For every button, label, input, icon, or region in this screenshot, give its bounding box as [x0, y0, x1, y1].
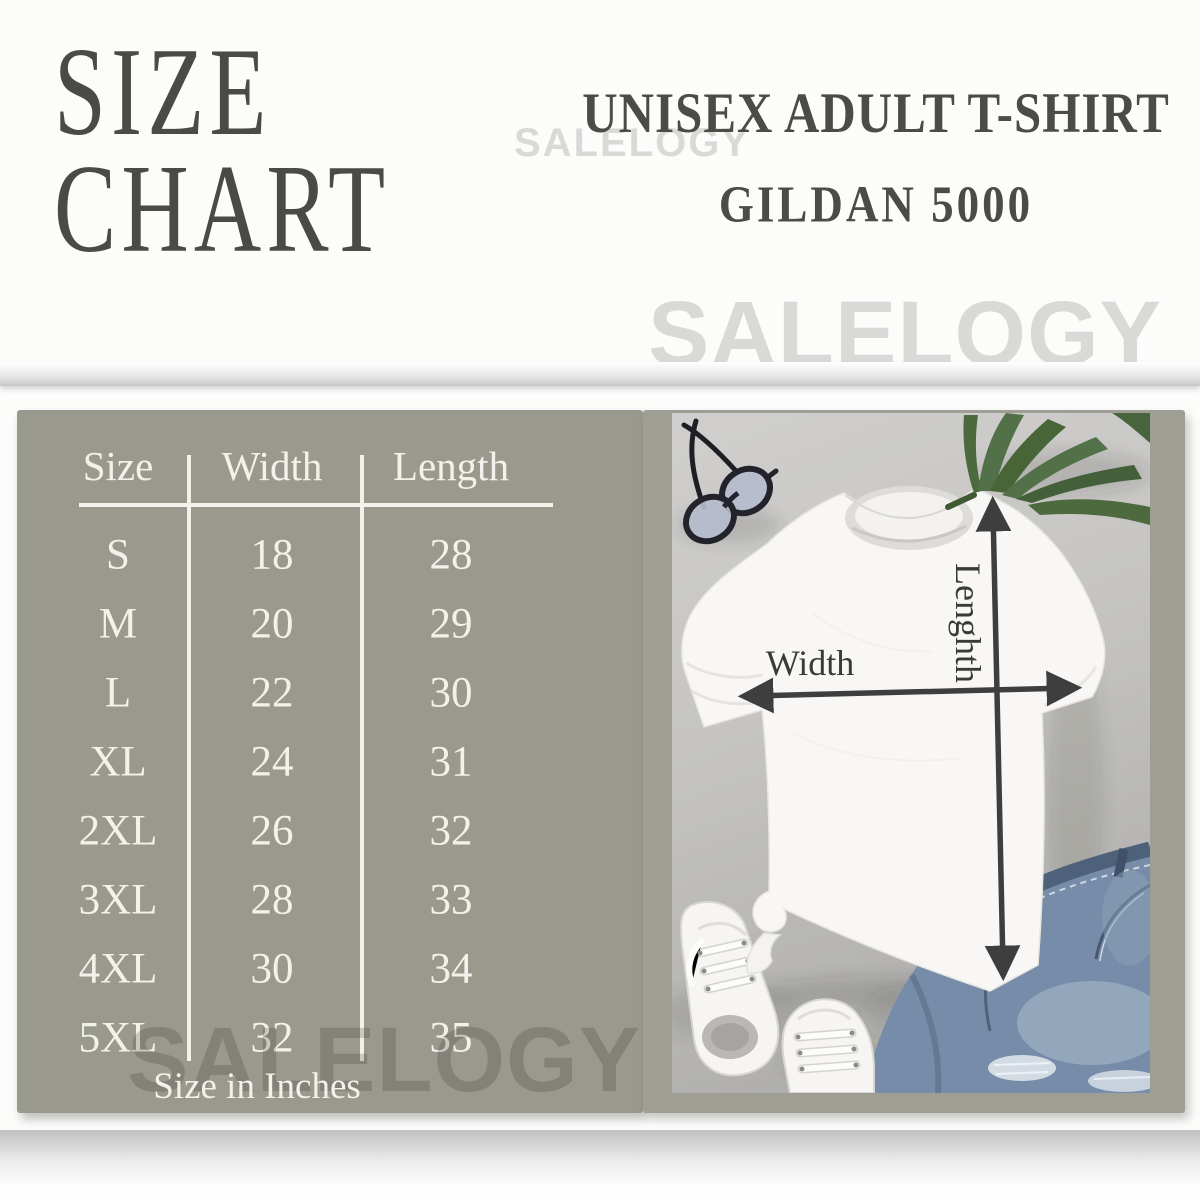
table-cell: 31: [429, 738, 473, 785]
measurement-arrows: Width Lenghth: [737, 495, 1083, 982]
page-title: SIZE CHART: [54, 23, 391, 280]
table-cell: 28: [429, 531, 473, 578]
watermark-top: SALELOGY: [514, 121, 751, 165]
table-cell: 32: [429, 807, 473, 854]
table-row: 2XL 26 32: [17, 796, 643, 865]
table-cell: L: [104, 669, 132, 716]
sneakers: [680, 900, 875, 1093]
table-cell: 20: [250, 600, 294, 647]
bottom-divider-bar: [0, 1130, 1200, 1200]
monstera-leaf: [945, 413, 1150, 525]
column-header-size: Size: [82, 443, 154, 489]
table-row: M 20 29: [17, 589, 643, 658]
tshirt-photo-frame: Width Lenghth: [643, 410, 1185, 1113]
table-cell: 26: [250, 807, 294, 854]
table-cell: 24: [250, 738, 294, 785]
table-cell: 5XL: [78, 1014, 158, 1061]
table-cell: 34: [429, 945, 473, 992]
width-label: Width: [766, 643, 855, 683]
table-header-divider: [79, 503, 553, 507]
product-name: UNISEX ADULT T-SHIRT: [582, 81, 1170, 145]
length-arrow: [975, 495, 1021, 982]
table-cell: 29: [429, 600, 473, 647]
table-cell: 18: [250, 531, 294, 578]
table-rows: S 18 28 M 20 29 L 22 30 XL 24 31 2XL 26 32 3XL 28 33 4XL 30…: [17, 520, 643, 1072]
table-row: 5XL 32 35: [17, 1003, 643, 1072]
watermark-bottom: SALELOGY: [127, 1009, 642, 1111]
sneaker-left: [680, 900, 780, 1077]
table-cell: 4XL: [78, 945, 158, 992]
table-row: L 22 30: [17, 658, 643, 727]
page-title-line2: CHART: [54, 140, 391, 280]
length-label: Lenghth: [948, 563, 988, 683]
table-row: 3XL 28 33: [17, 865, 643, 934]
table-cell: 32: [250, 1014, 294, 1061]
sneaker-right: [781, 998, 875, 1093]
glasses: [681, 418, 779, 545]
table-cell: S: [106, 531, 130, 578]
jeans-rips: [988, 1055, 1150, 1092]
table-cell: 22: [250, 669, 294, 716]
table-cell: 28: [250, 876, 294, 923]
table-cell: 30: [250, 945, 294, 992]
table-footer-note: Size in Inches: [153, 1066, 361, 1107]
table-cell: 2XL: [78, 807, 158, 854]
size-table-panel: Size Width Length S 18 28 M 20 29 L 22 30 XL 24 31 2…: [17, 410, 643, 1113]
table-row: 4XL 30 34: [17, 934, 643, 1003]
width-arrow: [737, 670, 1083, 714]
table-cell: 30: [429, 669, 473, 716]
table-cell: 35: [429, 1014, 473, 1061]
page-title-line1: SIZE: [54, 23, 272, 162]
tshirt-photo: Width Lenghth: [672, 413, 1150, 1093]
table-cell: 33: [429, 876, 473, 923]
product-heading: UNISEX ADULT T-SHIRT GILDAN 5000: [552, 80, 1200, 234]
product-model: GILDAN 5000: [718, 175, 1034, 234]
table-column-divider: [187, 455, 191, 1061]
table-row: S 18 28: [17, 520, 643, 589]
table-cell: XL: [89, 738, 147, 785]
table-row: XL 24 31: [17, 727, 643, 796]
table-header-row: Size Width Length: [17, 434, 643, 498]
column-header-length: Length: [392, 443, 510, 489]
table-column-divider: [360, 455, 364, 1061]
column-header-width: Width: [221, 443, 323, 489]
table-cell: M: [98, 600, 138, 647]
top-divider-bar: [0, 362, 1200, 386]
table-cell: 3XL: [78, 876, 158, 923]
